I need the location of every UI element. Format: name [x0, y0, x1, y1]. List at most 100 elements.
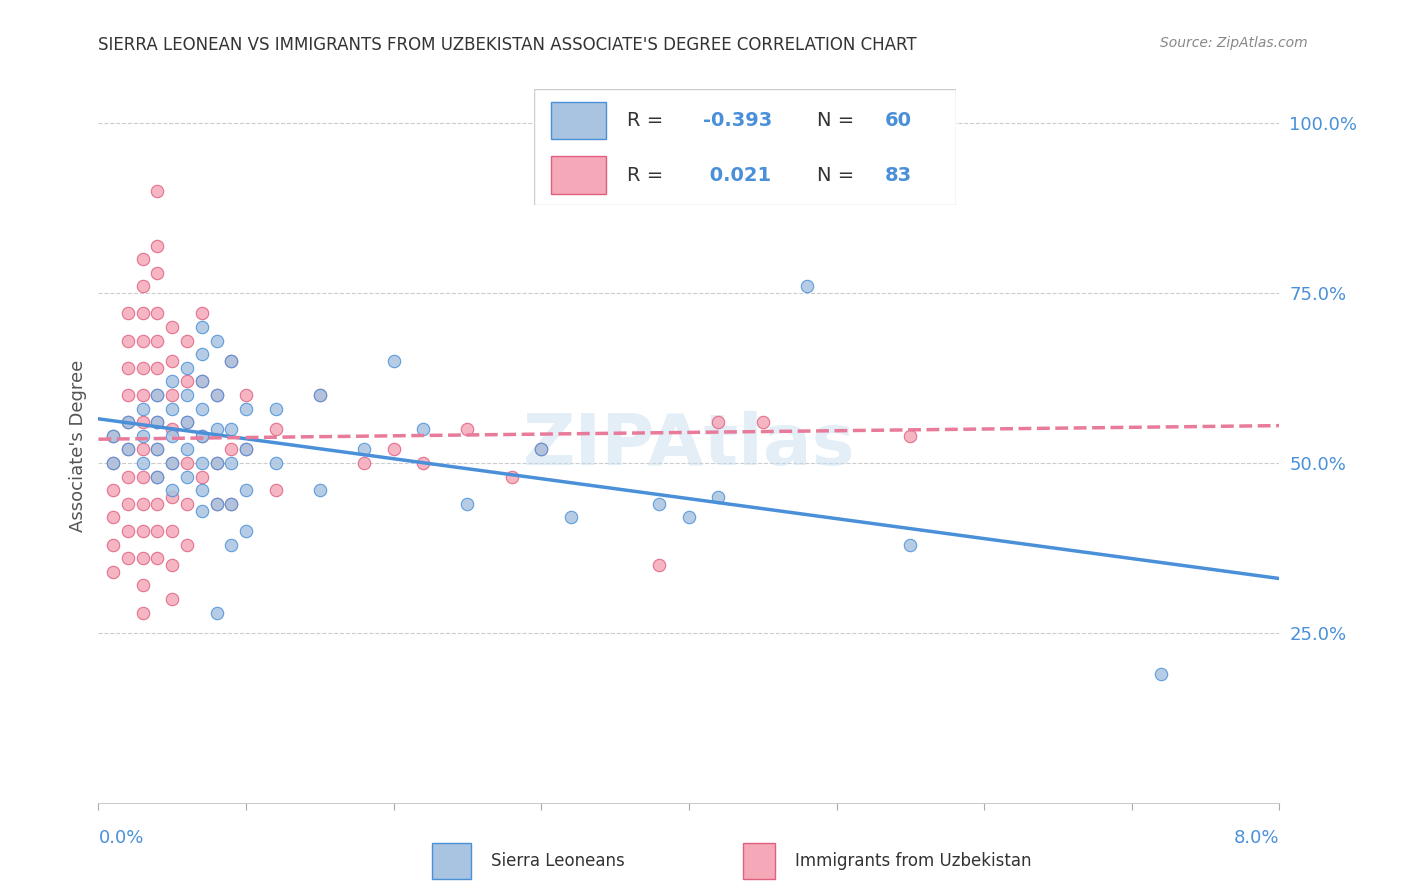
- FancyBboxPatch shape: [742, 843, 775, 879]
- Point: [146, 442, 169, 457]
- Point: [412, 456, 434, 470]
- Point: [235, 483, 257, 498]
- Point: [117, 388, 139, 402]
- Point: [162, 401, 183, 416]
- Point: [264, 456, 287, 470]
- Point: [162, 456, 183, 470]
- Point: [219, 497, 242, 511]
- Point: [707, 490, 730, 504]
- Text: ZIPAtlas: ZIPAtlas: [523, 411, 855, 481]
- Point: [146, 442, 169, 457]
- Point: [117, 415, 139, 429]
- Point: [132, 524, 155, 538]
- Point: [146, 469, 169, 483]
- Point: [146, 306, 169, 320]
- Point: [191, 375, 214, 389]
- Point: [176, 360, 198, 375]
- Point: [117, 551, 139, 566]
- Point: [132, 578, 155, 592]
- Point: [176, 497, 198, 511]
- Point: [191, 320, 214, 334]
- Point: [205, 334, 228, 348]
- Point: [132, 252, 155, 266]
- Point: [117, 524, 139, 538]
- Point: [176, 469, 198, 483]
- Point: [205, 388, 228, 402]
- Point: [146, 334, 169, 348]
- Point: [162, 490, 183, 504]
- Point: [205, 497, 228, 511]
- Point: [648, 558, 671, 572]
- Point: [176, 375, 198, 389]
- Point: [146, 469, 169, 483]
- Point: [132, 606, 155, 620]
- Point: [176, 415, 198, 429]
- Point: [751, 415, 773, 429]
- Point: [219, 422, 242, 436]
- Point: [707, 415, 730, 429]
- Point: [132, 306, 155, 320]
- Point: [146, 388, 169, 402]
- Point: [235, 524, 257, 538]
- Point: [132, 388, 155, 402]
- Point: [219, 442, 242, 457]
- Point: [205, 388, 228, 402]
- Point: [898, 429, 921, 443]
- Point: [103, 483, 124, 498]
- Point: [103, 510, 124, 524]
- Point: [117, 469, 139, 483]
- Point: [103, 429, 124, 443]
- Point: [219, 354, 242, 368]
- Point: [117, 360, 139, 375]
- Point: [103, 429, 124, 443]
- Point: [132, 456, 155, 470]
- Point: [191, 503, 214, 517]
- Point: [412, 422, 434, 436]
- Point: [191, 483, 214, 498]
- FancyBboxPatch shape: [551, 102, 606, 139]
- Point: [191, 469, 214, 483]
- Point: [205, 422, 228, 436]
- Point: [176, 442, 198, 457]
- Point: [132, 279, 155, 293]
- Point: [146, 551, 169, 566]
- Point: [530, 442, 553, 457]
- Point: [205, 497, 228, 511]
- Point: [103, 537, 124, 551]
- Text: Source: ZipAtlas.com: Source: ZipAtlas.com: [1160, 36, 1308, 50]
- Point: [117, 415, 139, 429]
- Point: [191, 401, 214, 416]
- Point: [219, 456, 242, 470]
- Point: [308, 388, 332, 402]
- Point: [162, 456, 183, 470]
- Point: [191, 347, 214, 361]
- Point: [205, 456, 228, 470]
- Point: [117, 442, 139, 457]
- Point: [103, 456, 124, 470]
- Point: [382, 442, 405, 457]
- Point: [264, 401, 287, 416]
- Point: [205, 606, 228, 620]
- Point: [132, 334, 155, 348]
- Point: [353, 456, 375, 470]
- Point: [162, 422, 183, 436]
- Point: [162, 388, 183, 402]
- FancyBboxPatch shape: [534, 89, 956, 205]
- Point: [176, 537, 198, 551]
- Text: N =: N =: [817, 111, 860, 130]
- Text: N =: N =: [817, 166, 860, 185]
- Point: [219, 537, 242, 551]
- Point: [456, 422, 478, 436]
- Text: -0.393: -0.393: [703, 111, 772, 130]
- Point: [219, 354, 242, 368]
- Text: SIERRA LEONEAN VS IMMIGRANTS FROM UZBEKISTAN ASSOCIATE'S DEGREE CORRELATION CHAR: SIERRA LEONEAN VS IMMIGRANTS FROM UZBEKI…: [98, 36, 917, 54]
- Point: [191, 456, 214, 470]
- Point: [191, 429, 214, 443]
- Point: [235, 442, 257, 457]
- Text: 0.021: 0.021: [703, 166, 770, 185]
- Text: Sierra Leoneans: Sierra Leoneans: [491, 852, 624, 870]
- Text: Immigrants from Uzbekistan: Immigrants from Uzbekistan: [794, 852, 1031, 870]
- Point: [530, 442, 553, 457]
- Point: [235, 442, 257, 457]
- Text: R =: R =: [627, 166, 669, 185]
